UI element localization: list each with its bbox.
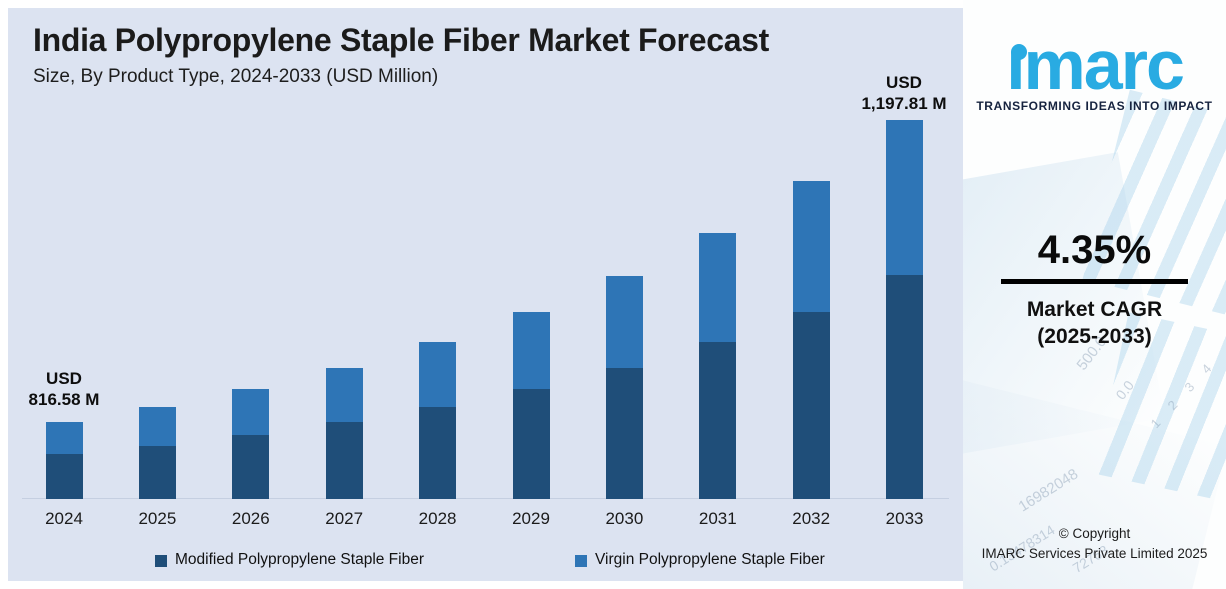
bar-2027 xyxy=(325,368,363,499)
bar-segment-virgin xyxy=(232,389,270,435)
bar-segment-modified xyxy=(232,434,270,499)
annotation-2033-line1: USD xyxy=(886,73,922,92)
bar-segment-virgin xyxy=(886,120,924,275)
bar-segment-virgin xyxy=(792,180,830,312)
bar-segment-modified xyxy=(138,445,176,499)
bar-segment-virgin xyxy=(325,368,363,423)
x-axis-label-2031: 2031 xyxy=(698,509,737,528)
bar-2028 xyxy=(419,342,457,499)
legend-label-modified: Modified Polypropylene Staple Fiber xyxy=(175,551,424,568)
bar-segment-modified xyxy=(419,407,457,499)
x-axis-label-2028: 2028 xyxy=(418,509,457,528)
bar-segment-modified xyxy=(45,454,83,499)
x-axis-label-2025: 2025 xyxy=(138,509,177,528)
logo-tagline: TRANSFORMING IDEAS INTO IMPACT xyxy=(976,99,1213,113)
plot-area: 2024 2025 2026 2027 2028 2029 2030 2031 2032 2033 xyxy=(8,8,963,581)
cagr-label-line2: (2025-2033) xyxy=(1037,325,1152,348)
x-axis-label-2026: 2026 xyxy=(231,509,270,528)
bar-2032 xyxy=(792,180,830,499)
legend-item-modified: Modified Polypropylene Staple Fiber xyxy=(155,551,424,569)
copyright-line2: IMARC Services Private Limited 2025 xyxy=(981,546,1208,561)
bar-2026 xyxy=(232,389,270,499)
chart-panel: India Polypropylene Staple Fiber Market … xyxy=(8,8,963,581)
legend-marker-modified-icon xyxy=(155,554,167,567)
legend-label-virgin: Virgin Polypropylene Staple Fiber xyxy=(595,551,825,568)
bar-2033 xyxy=(886,120,924,499)
bar-segment-virgin xyxy=(512,312,550,389)
legend-item-virgin: Virgin Polypropylene Staple Fiber xyxy=(575,551,825,569)
cagr-divider xyxy=(1001,279,1188,284)
bar-segment-virgin xyxy=(419,342,457,408)
bar-segment-modified xyxy=(699,342,737,499)
legend-marker-virgin-icon xyxy=(575,554,587,567)
annotation-2024-total: USD 816.58 M xyxy=(4,368,124,410)
x-axis-label-2027: 2027 xyxy=(325,509,364,528)
bar-segment-modified xyxy=(325,422,363,499)
x-axis-line xyxy=(22,498,949,499)
page-subtitle: Size, By Product Type, 2024-2033 (USD Mi… xyxy=(33,66,439,87)
bar-segment-modified xyxy=(792,311,830,499)
cagr-value: 4.35% xyxy=(1037,228,1152,272)
x-axis-label-2024: 2024 xyxy=(45,509,83,528)
x-axis-label-2033: 2033 xyxy=(885,509,924,528)
x-axis-label-2032: 2032 xyxy=(792,509,831,528)
bar-segment-virgin xyxy=(138,406,176,446)
copyright: © Copyright IMARC Services Private Limit… xyxy=(963,524,1226,564)
bar-2025 xyxy=(138,406,176,499)
bar-2029 xyxy=(512,312,550,499)
bar-segment-virgin xyxy=(699,233,737,343)
bar-segment-virgin xyxy=(45,421,83,455)
bar-segment-modified xyxy=(605,368,643,499)
bar-segment-modified xyxy=(512,388,550,499)
cagr-label-line1: Market CAGR xyxy=(1026,298,1163,321)
bar-segment-modified xyxy=(886,274,924,499)
bar-2030 xyxy=(605,276,643,499)
annotation-2033-total: USD 1,197.81 M xyxy=(844,72,964,114)
copyright-line1: © Copyright xyxy=(1058,526,1131,541)
bar-2031 xyxy=(699,233,737,499)
annotation-2033-line2: 1,197.81 M xyxy=(861,94,947,113)
logo-text: ımarc xyxy=(1006,26,1185,104)
x-axis-label-2030: 2030 xyxy=(605,509,644,528)
brand-panel: 500.0 0.0 1 2 3 4 16982048 0.13478314 72… xyxy=(963,0,1226,589)
cagr-block: 4.35% Market CAGR (2025-2033) xyxy=(963,228,1226,350)
x-axis-label-2029: 2029 xyxy=(512,509,550,528)
logo-dot-icon xyxy=(1011,44,1027,60)
annotation-2024-line2: 816.58 M xyxy=(28,390,100,409)
annotation-2024-line1: USD xyxy=(46,369,82,388)
imarc-logo: ımarc xyxy=(963,30,1226,100)
bar-2024 xyxy=(45,421,83,499)
page-title: India Polypropylene Staple Fiber Market … xyxy=(33,22,770,58)
bar-segment-virgin xyxy=(605,276,643,369)
